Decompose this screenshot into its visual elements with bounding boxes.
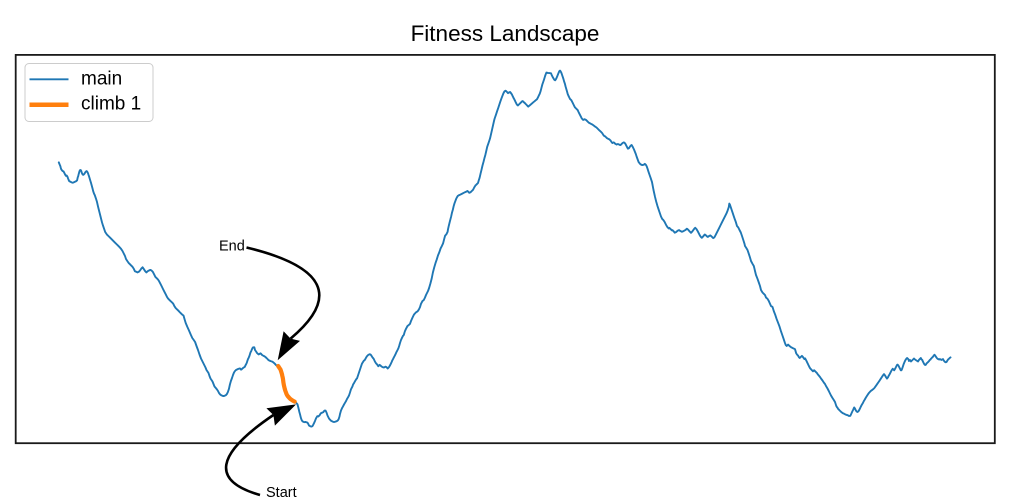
svg-text:End: End xyxy=(219,239,245,255)
svg-text:climb 1: climb 1 xyxy=(81,93,141,114)
svg-text:Start: Start xyxy=(266,485,297,501)
svg-text:main: main xyxy=(81,68,122,89)
svg-text:Fitness Landscape: Fitness Landscape xyxy=(411,21,600,46)
